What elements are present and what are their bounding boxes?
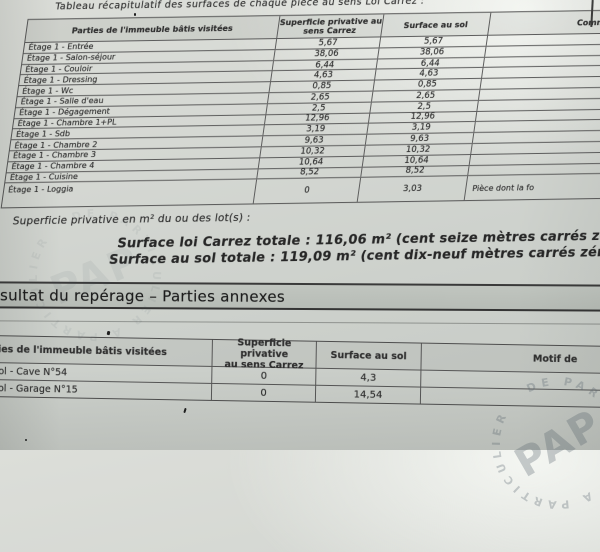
header-carrez-surface: Superficie privative au sens Carrez	[211, 337, 316, 371]
totals-block: Surface loi Carrez totale : 116,06 m² (c…	[0, 228, 600, 270]
header-rooms: Parties de l'immeuble bâtis visitées	[0, 343, 167, 358]
floor-value: 6,44	[375, 57, 485, 69]
carrez-section: Tableau récapitulatif des surfaces de ch…	[0, 0, 600, 270]
floor-value: 2,65	[371, 89, 480, 102]
floor-value: 12,96	[367, 111, 477, 124]
carrez-value: 12,96	[263, 113, 370, 125]
header-floor-surface: Surface au sol	[380, 12, 491, 37]
ink-speck	[25, 439, 27, 441]
floor-value: 0,85	[372, 79, 481, 91]
header-floor-surface: Surface au sol	[315, 341, 421, 370]
floor-value: 3,03	[356, 176, 468, 203]
carrez-value: 8,52	[256, 167, 362, 179]
annex-section: Parties de l'immeuble bâtis visitées Sup…	[0, 334, 600, 410]
floor-value: 10,64	[361, 154, 471, 167]
carrez-value: 38,06	[273, 48, 379, 60]
carrez-value: 2,65	[267, 91, 373, 104]
header-carrez-line1-line2: Superficie privative au sens Carrez	[279, 16, 383, 36]
carrez-table: Parties de l'immeuble bâtis visitées Sup…	[0, 8, 600, 209]
motif-value	[419, 387, 600, 409]
carrez-value: 9,63	[260, 134, 367, 147]
carrez-value: 10,32	[259, 145, 365, 158]
carrez-value: 5,67	[274, 37, 381, 49]
watermark-center-text: PAP	[507, 401, 600, 487]
carrez-value: 0	[252, 178, 361, 204]
header-motif: Motif de	[420, 343, 600, 375]
carrez-value: 0	[211, 366, 316, 385]
carrez-value: 3,19	[262, 124, 368, 136]
carrez-value: 10,64	[257, 156, 364, 168]
header-carrez-lines: Superficie privative au sens Carrez	[224, 336, 304, 372]
carrez-value: 6,44	[271, 59, 378, 71]
ink-speck	[134, 13, 136, 16]
heading-bar-underline	[0, 320, 600, 325]
floor-value: 38,06	[377, 46, 486, 59]
carrez-table-body: Étage 1 - Entrée 5,67 5,67 Étage 1 - Sal…	[1, 31, 600, 208]
floor-value: 8,52	[360, 165, 469, 178]
carrez-value: 2,5	[265, 102, 371, 114]
comment-value: Pièce dont la fo	[463, 172, 600, 201]
floor-value: 14,54	[314, 385, 421, 404]
annex-table: Parties de l'immeuble bâtis visitées Sup…	[0, 334, 600, 410]
floor-value: 3,19	[366, 122, 475, 134]
carrez-value: 4,63	[270, 69, 376, 82]
ink-speck	[106, 330, 110, 336]
floor-value: 2,5	[369, 100, 478, 113]
carrez-value: 0	[210, 383, 316, 402]
floor-value: 4,3	[315, 368, 421, 387]
header-carrez-surface: Superficie privative au sens Carrez	[276, 14, 384, 39]
annex-section-heading-bar: sultat du repérage – Parties annexes	[0, 281, 600, 312]
header-rooms: Parties de l'immeuble bâtis visitées	[71, 23, 234, 35]
floor-value: 4,63	[374, 68, 483, 80]
carrez-value: 0,85	[268, 80, 374, 93]
floor-value: 10,32	[363, 143, 472, 156]
annex-section-heading: sultat du repérage – Parties annexes	[0, 285, 286, 306]
header-comment: Commenta	[487, 9, 600, 35]
superficie-intro-line: Superficie privative en m² du ou des lot…	[11, 211, 252, 228]
floor-value: 5,67	[378, 35, 488, 48]
floor-value: 9,63	[364, 133, 474, 145]
ink-speck	[183, 407, 187, 414]
